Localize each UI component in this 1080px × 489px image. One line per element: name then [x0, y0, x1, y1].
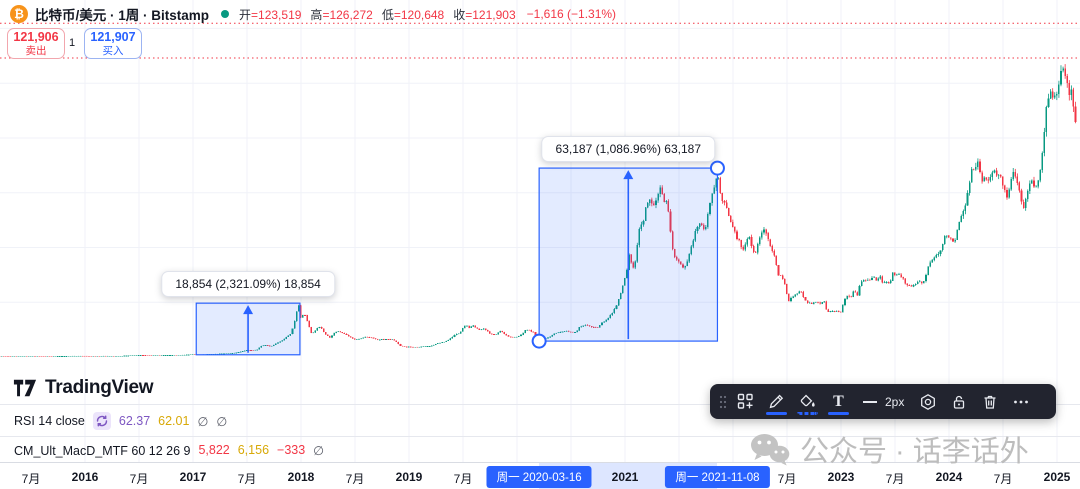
axis-date-badge: 周一 2020-03-16 [486, 466, 592, 488]
time-axis-tick: 2023 [827, 470, 855, 484]
chart-header: ₿ 比特币/美元 · 1周 · Bitstamp 开=123,519 高=126,… [10, 4, 616, 24]
rsi-value: ∅ [216, 414, 228, 429]
time-axis[interactable]: 7月 2016 7月 2017 7月 2018 7月 2019 7月 2021 7月 2023 7月 20… [0, 462, 1080, 489]
ohlc-values: 开=123,519 高=126,272 低=120,648 收=121,903 [239, 6, 525, 23]
wechat-icon [751, 433, 790, 465]
market-open-dot-icon [221, 10, 230, 18]
time-axis-tick: 7月 [885, 472, 905, 486]
buy-button[interactable]: 121,907 买入 [84, 28, 142, 59]
measure-arrow-icon [623, 170, 634, 180]
sell-price: 121,906 [13, 30, 59, 45]
time-axis-tick: 2016 [71, 470, 99, 484]
time-axis-tick: 2017 [179, 470, 207, 484]
tradingview-logo-text: TradingView [45, 377, 154, 398]
text-tool-icon[interactable]: T [823, 388, 854, 416]
measure-handle[interactable] [531, 333, 547, 349]
text-color-swatch [828, 411, 849, 415]
lock-icon[interactable] [943, 388, 974, 416]
pencil-color-swatch [766, 411, 787, 415]
measure-arrow-icon [243, 305, 254, 315]
watermark-text: 公众号 · 话李话外 [800, 436, 1029, 468]
btc-logo-icon: ₿ [10, 5, 28, 23]
buy-price: 121,907 [90, 30, 136, 45]
line-sample-icon [863, 400, 877, 403]
price-change: −1,616 (−1.31%) [526, 7, 617, 21]
line-width-selector[interactable]: 2px [854, 395, 912, 409]
macd-value: 6,156 [237, 443, 270, 457]
macd-title: CM_Ult_MacD_MTF 60 12 26 9 [14, 443, 191, 458]
rsi-value: ∅ [197, 414, 209, 429]
time-axis-tick: 2021 [611, 470, 639, 484]
ohlc-value: =120,648 [393, 7, 445, 22]
macd-values: 5,822 6,156 −333 ∅ [198, 443, 324, 458]
rsi-values: 62.37 62.01 ∅ ∅ [119, 414, 227, 429]
rsi-value: 62.01 [158, 413, 190, 428]
price-chart-canvas[interactable] [0, 0, 1080, 462]
ohlc-value: =126,272 [322, 7, 373, 22]
time-axis-tick: 7月 [129, 472, 149, 486]
ohlc-label: 开 [239, 7, 252, 22]
pane-separator[interactable] [0, 404, 1080, 405]
line-color-pencil-icon[interactable] [761, 388, 792, 416]
line-width-label: 2px [885, 394, 905, 409]
ohlc-value: =121,903 [465, 7, 516, 22]
macd-value: −333 [277, 443, 306, 457]
time-axis-tick: 7月 [21, 472, 41, 486]
tradingview-logo[interactable]: TradingView [13, 377, 154, 399]
rsi-title: RSI 14 close [14, 414, 85, 428]
bucket-color-swatch [797, 411, 818, 415]
measure-drawing[interactable] [531, 160, 725, 349]
pane-separator[interactable] [0, 436, 1080, 437]
more-options-icon[interactable] [1005, 388, 1036, 416]
time-axis-tick: 2019 [395, 470, 423, 484]
time-axis-tick: 7月 [237, 472, 257, 486]
measure-drawing[interactable] [195, 302, 301, 356]
drawing-toolbar: T 2px [710, 384, 1056, 419]
axis-date-badge: 周一 2021-11-08 [665, 466, 770, 488]
ohlc-label: 收 [453, 7, 466, 22]
spread-value: 1 [69, 37, 76, 49]
time-axis-tick: 2025 [1043, 470, 1071, 484]
sell-label: 卖出 [25, 44, 47, 57]
time-axis-tick: 2018 [287, 470, 315, 484]
measure-handle[interactable] [709, 160, 725, 176]
candlestick-series [0, 64, 1077, 357]
time-axis-tick: 7月 [345, 472, 365, 486]
ohlc-label: 高 [310, 7, 323, 22]
time-axis-tick: 2024 [935, 470, 963, 484]
buy-label: 买入 [102, 44, 124, 57]
wechat-watermark: 公众号 · 话李话外 [750, 428, 1029, 470]
time-axis-tick: 7月 [993, 472, 1013, 486]
fill-color-bucket-icon[interactable] [792, 388, 823, 416]
symbol-title[interactable]: 比特币/美元 · 1周 · Bitstamp [35, 8, 210, 23]
rsi-legend-row[interactable]: RSI 14 close 62.37 62.01 ∅ ∅ [14, 412, 227, 430]
rsi-value: 62.37 [118, 413, 151, 428]
macd-value: ∅ [313, 444, 325, 458]
sell-button[interactable]: 121,906 卖出 [7, 28, 65, 59]
settings-gear-icon[interactable] [912, 388, 943, 416]
ohlc-label: 低 [381, 7, 394, 22]
template-add-icon[interactable] [730, 388, 761, 416]
delete-trash-icon[interactable] [974, 388, 1005, 416]
time-axis-tick: 7月 [777, 472, 797, 486]
tradingview-logo-icon [13, 379, 37, 397]
time-axis-tick: 7月 [453, 472, 473, 486]
ohlc-value: =123,519 [251, 7, 302, 22]
toolbar-drag-handle-icon[interactable] [716, 388, 730, 416]
macd-legend-row[interactable]: CM_Ult_MacD_MTF 60 12 26 9 5,822 6,156 −33… [14, 443, 324, 458]
rsi-sync-icon[interactable] [92, 412, 111, 430]
macd-value: 5,822 [198, 443, 230, 457]
